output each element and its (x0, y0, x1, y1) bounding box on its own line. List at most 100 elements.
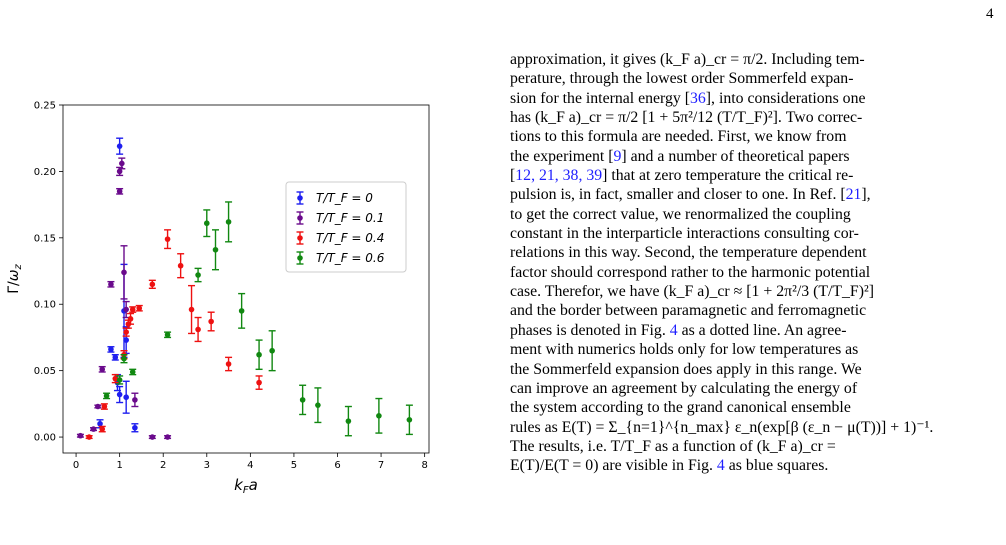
legend-marker (297, 195, 303, 201)
body-paragraph: approximation, it gives (k_F a)_cr = π/2… (510, 50, 996, 476)
y-tick-label: 0.25 (34, 101, 56, 112)
legend-item: T/T_F = 0 (296, 191, 373, 205)
data-point (99, 426, 106, 432)
data-point (99, 366, 106, 373)
data-point (256, 351, 262, 358)
line: and the border between paramagnetic and … (510, 302, 867, 320)
line: can improve an agreement by calculating … (510, 379, 858, 397)
body-text-column: approximation, it gives (k_F a)_cr = π/2… (510, 50, 996, 476)
data-point (256, 379, 262, 386)
chart-svg: 0.00 0.05 0.10 0.15 0.20 0.25 0 1 2 3 4 5 6 7 8 kFa Γ… (6, 101, 430, 496)
figure-link[interactable]: 4 (669, 321, 678, 339)
x-axis-ticks: 0 1 2 3 4 5 6 7 8 (73, 453, 428, 471)
data-point (112, 354, 119, 361)
x-tick-label: 5 (291, 460, 297, 471)
data-point (164, 236, 171, 242)
data-point (108, 281, 114, 288)
line: The results, i.e. T/T_F as a function of… (510, 437, 836, 455)
line: as blue squares. (724, 457, 829, 475)
data-point (136, 305, 143, 312)
data-point (116, 143, 123, 149)
legend-marker (297, 215, 303, 221)
data-point (116, 377, 123, 383)
data-point (164, 434, 171, 440)
data-point (90, 426, 97, 432)
line: approximation, it gives (k_F a)_cr = π/2… (510, 51, 865, 68)
line: case. Therefor, we have (k_F a)_cr ≈ [1 … (510, 283, 874, 301)
line: sion for the internal energy [ (510, 89, 690, 107)
data-point (406, 416, 413, 423)
data-point (129, 306, 136, 313)
data-point (127, 316, 134, 322)
x-tick-label: 6 (334, 460, 340, 471)
line: factor should correspond rather to the h… (510, 263, 871, 281)
series-1 (76, 157, 172, 440)
legend-label: T/T_F = 0 (316, 191, 373, 205)
legend-item: T/T_F = 0.4 (296, 231, 384, 245)
data-point (132, 424, 138, 431)
data-point (269, 347, 275, 354)
plot-area (62, 104, 430, 454)
data-point (345, 418, 352, 424)
legend-marker (297, 255, 303, 261)
data-point (121, 269, 127, 276)
legend-label: T/T_F = 0.1 (316, 211, 384, 225)
data-point (315, 402, 321, 408)
line: the system according to the grand canoni… (510, 399, 851, 417)
figure-scatter-plot: 0.00 0.05 0.10 0.15 0.20 0.25 0 1 2 3 4 5 6 7 8 kFa Γ… (0, 90, 440, 520)
data-point (177, 262, 184, 269)
data-point (225, 361, 232, 367)
y-tick-label: 0.10 (34, 300, 56, 311)
data-point (203, 220, 210, 227)
citation-link[interactable]: 12, 21, 38, 39 (515, 167, 603, 185)
legend: T/T_F = 0 T/T_F = 0.1 T/T_F = 0.4 T/T_F = 0… (285, 181, 407, 273)
data-point (103, 393, 110, 399)
data-point (77, 432, 84, 439)
data-point (97, 420, 103, 427)
citation-link[interactable]: 36 (690, 89, 706, 107)
data-point (238, 308, 245, 314)
x-tick-label: 0 (73, 460, 79, 471)
line: ], into considerations one (705, 89, 866, 107)
data-point (119, 160, 125, 167)
y-axis-ticks: 0.00 0.05 0.10 0.15 0.20 0.25 (34, 101, 63, 444)
line: pulsion is, in fact, smaller and closer … (510, 186, 846, 204)
x-tick-label: 3 (204, 460, 210, 471)
data-point (376, 413, 382, 419)
data-point (195, 326, 201, 333)
data-point (116, 391, 123, 398)
legend-item: T/T_F = 0.6 (296, 251, 385, 265)
data-point (195, 272, 201, 278)
data-point (123, 337, 129, 343)
x-axis-label: kFa (234, 476, 258, 496)
data-point (121, 355, 127, 362)
line: tions to this formula are needed. First,… (510, 128, 847, 146)
data-point (123, 394, 129, 401)
line: relations in this way. Second, the tempe… (510, 244, 867, 262)
legend-box (285, 181, 407, 273)
data-point (108, 346, 114, 353)
x-tick-label: 8 (421, 460, 427, 471)
y-tick-label: 0.05 (34, 366, 56, 377)
citation-link[interactable]: 9 (613, 147, 622, 165)
line: the Sommerfeld expansion does apply in t… (510, 360, 862, 378)
figure-link[interactable]: 4 (716, 457, 725, 475)
line: has (k_F a)_cr = π/2 [1 + 5π²/12 (T/T_F)… (510, 109, 863, 127)
line: [ (510, 167, 516, 185)
line: constant in the interparticle interactio… (510, 225, 859, 243)
data-point (225, 219, 232, 225)
line: to get the correct value, we renormalize… (510, 205, 851, 223)
data-point (164, 331, 171, 338)
line: as a dotted line. An agree- (677, 321, 847, 339)
data-point (95, 403, 101, 410)
data-point (188, 306, 195, 313)
data-point (129, 369, 136, 375)
citation-link[interactable]: 21 (845, 186, 862, 204)
y-tick-label: 0.15 (34, 233, 56, 244)
line: phases is denoted in Fig. (510, 321, 670, 339)
x-tick-label: 4 (247, 460, 253, 471)
legend-marker (297, 235, 303, 241)
line: perature, through the lowest order Somme… (510, 70, 854, 88)
data-point (123, 329, 129, 335)
data-point (212, 246, 219, 253)
